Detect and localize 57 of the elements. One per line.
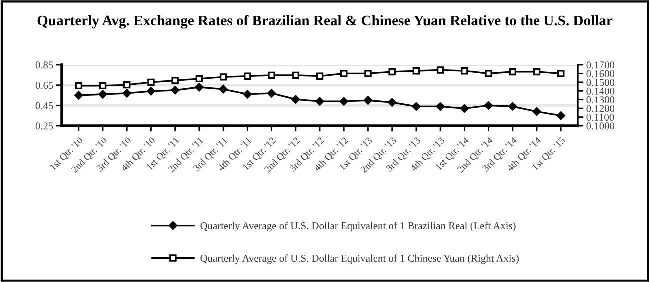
- y2-tick-label: 0.1700: [586, 62, 615, 69]
- point: [123, 81, 131, 89]
- point: [556, 112, 566, 120]
- legend-label: Quarterly Average of U.S. Dollar Equivalent of 1 Brazilian Real (Left Axis): [200, 222, 516, 232]
- y2-tick-label: 0.1400: [586, 88, 615, 95]
- point: [508, 102, 518, 111]
- point: [74, 91, 84, 100]
- point: [484, 101, 494, 110]
- point: [461, 67, 468, 75]
- y-tick-label: 0.65: [36, 82, 54, 90]
- point: [268, 89, 276, 98]
- y-tick-label: 0.85: [36, 62, 54, 69]
- y2-tick-label: 0.1200: [586, 105, 615, 112]
- y2-tick-label: 0.1100: [586, 114, 614, 122]
- point: [412, 67, 420, 75]
- point: [485, 70, 492, 78]
- point: [412, 102, 421, 111]
- point: [388, 98, 397, 107]
- point: [509, 68, 517, 76]
- point: [340, 70, 348, 78]
- point: [98, 90, 108, 99]
- point: [436, 66, 444, 74]
- point: [172, 77, 179, 84]
- point: [340, 97, 348, 106]
- point: [558, 70, 565, 78]
- point: [148, 78, 155, 86]
- legend-label: Quarterly Average of U.S. Dollar Equivalent of 1 Chinese Yuan (Right Axis): [200, 254, 519, 264]
- point: [316, 72, 324, 80]
- point: [219, 85, 228, 94]
- y2-tick-label: 0.1500: [586, 79, 615, 86]
- point: [122, 89, 132, 98]
- point: [316, 97, 324, 106]
- y-tick-label: 0.45: [36, 102, 54, 110]
- y-tick-label: 0.25: [36, 122, 54, 130]
- point: [146, 87, 156, 96]
- point: [244, 72, 252, 80]
- y2-tick-label: 0.1300: [586, 96, 615, 104]
- point: [99, 82, 107, 90]
- point: [292, 95, 300, 104]
- y2-tick-label: 0.1000: [586, 122, 615, 130]
- point: [220, 74, 228, 81]
- y2-tick-label: 0.1600: [586, 70, 615, 78]
- point: [533, 68, 541, 76]
- point: [243, 90, 252, 99]
- point: [171, 86, 180, 95]
- point: [388, 68, 396, 76]
- point: [268, 72, 276, 80]
- point: [195, 83, 204, 92]
- point: [292, 72, 300, 80]
- point: [75, 82, 82, 90]
- point: [196, 75, 204, 83]
- chart-title: Quarterly Avg. Exchange Rates of Brazilian Real & Chinese Yuan Relative to the U.S. Dollar: [38, 15, 613, 29]
- point: [460, 104, 469, 113]
- point: [532, 107, 542, 116]
- point: [364, 96, 372, 105]
- point: [436, 102, 445, 111]
- point: [364, 70, 372, 78]
